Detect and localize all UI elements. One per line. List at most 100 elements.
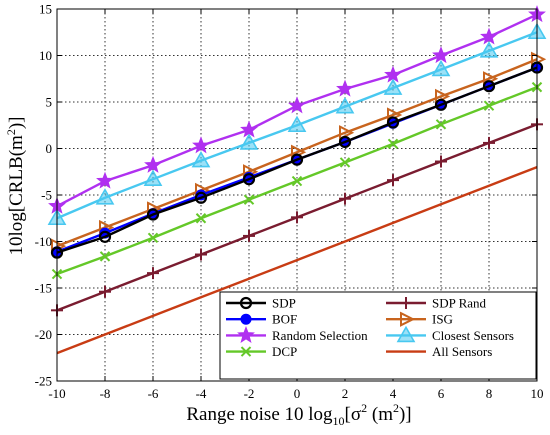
- legend-box: [219, 291, 537, 380]
- data-point-sdp: [98, 230, 112, 243]
- legend-entry-bof: BOF: [226, 312, 297, 327]
- data-point-random-selection: [432, 46, 450, 64]
- x-tick-label: 8: [486, 386, 493, 401]
- legend-entry-all-sensors: All Sensors: [386, 344, 492, 359]
- legend-label: SDP: [272, 296, 296, 311]
- y-tick-label: 15: [39, 2, 52, 17]
- x-tick-label: -2: [244, 386, 255, 401]
- data-point-random-selection: [480, 27, 498, 45]
- series-random-selection: [48, 5, 546, 214]
- legend-entry-sdp-rand: SDP Rand: [386, 296, 487, 311]
- x-tick-label: 6: [438, 386, 445, 401]
- data-point-closest-sensors: [143, 169, 163, 186]
- series-layer: [47, 5, 547, 355]
- x-tick-label: -10: [48, 386, 65, 401]
- y-tick-label: -5: [41, 188, 52, 203]
- data-point-sdp-rand: [387, 174, 399, 187]
- x-tick-label: 10: [531, 386, 544, 401]
- data-point-dcp: [291, 175, 303, 187]
- legend: SDP SDP Rand BOF ISG Random Selection Closest…: [219, 291, 537, 380]
- data-point-sdp: [146, 208, 160, 221]
- data-point-random-selection: [336, 79, 354, 97]
- y-tick-label: 5: [46, 95, 53, 110]
- y-tick-label: 10: [39, 48, 52, 63]
- legend-swatch-marker: [240, 346, 252, 357]
- data-point-dcp: [99, 251, 111, 262]
- data-point-sdp: [290, 153, 304, 166]
- data-point-closest-sensors: [479, 41, 499, 58]
- y-tick-label: -10: [35, 234, 52, 249]
- data-point-isg: [339, 125, 355, 141]
- data-point-sdp: [338, 135, 352, 149]
- series-line-sdp: [56, 66, 538, 254]
- data-point-closest-sensors: [287, 115, 307, 133]
- y-tick-label: 0: [46, 141, 53, 156]
- data-point-random-selection: [384, 65, 402, 83]
- legend-label: Random Selection: [272, 328, 368, 343]
- legend-label: All Sensors: [432, 344, 492, 359]
- data-point-sdp: [386, 116, 400, 129]
- data-point-sdp-rand: [339, 192, 351, 205]
- legend-label: DCP: [272, 344, 297, 359]
- data-point-dcp: [435, 119, 447, 130]
- data-point-dcp: [243, 194, 255, 205]
- data-point-dcp: [195, 213, 207, 224]
- data-point-random-selection: [96, 171, 114, 189]
- legend-entry-closest-sensors: Closest Sensors: [386, 325, 514, 343]
- series-line-all-sensors: [56, 165, 538, 355]
- legend-label: BOF: [272, 312, 297, 327]
- data-point-sdp: [194, 191, 208, 204]
- legend-swatch-marker: [240, 313, 252, 325]
- series-closest-sensors: [47, 22, 547, 226]
- data-point-sdp: [482, 80, 496, 93]
- data-point-sdp-rand: [483, 136, 495, 149]
- data-point-sdp: [434, 98, 448, 111]
- legend-label: Closest Sensors: [432, 328, 514, 343]
- x-tick-label: -6: [148, 386, 159, 401]
- data-point-sdp-rand: [147, 267, 159, 280]
- legend-entry-dcp: DCP: [226, 344, 297, 359]
- y-tick-label: -15: [35, 281, 52, 296]
- data-point-sdp-rand: [291, 211, 303, 224]
- legend-label: SDP Rand: [432, 296, 487, 311]
- data-point-sdp-rand: [243, 229, 255, 242]
- data-point-random-selection: [192, 136, 210, 154]
- x-tick-label: 4: [390, 386, 397, 401]
- series-dcp: [51, 81, 543, 280]
- x-axis-label: Range noise 10 log10[σ2 (m2)]: [186, 401, 411, 428]
- data-point-closest-sensors: [383, 78, 403, 95]
- legend-swatch-marker: [400, 311, 416, 327]
- data-point-dcp: [483, 100, 495, 111]
- y-tick-label: -20: [35, 327, 52, 342]
- data-point-dcp: [387, 138, 399, 150]
- data-point-random-selection: [288, 96, 306, 114]
- y-tick-label: -25: [35, 374, 52, 389]
- data-point-sdp-rand: [435, 155, 447, 168]
- data-point-closest-sensors: [335, 97, 355, 114]
- data-point-sdp-rand: [195, 248, 207, 261]
- series-all-sensors: [56, 165, 538, 355]
- legend-swatch-marker: [400, 297, 412, 309]
- series-line-isg: [56, 58, 538, 248]
- x-tick-label: -8: [100, 386, 111, 401]
- legend-entry-isg: ISG: [386, 311, 453, 327]
- data-point-closest-sensors: [95, 188, 115, 205]
- legend-label: ISG: [432, 312, 453, 327]
- x-tick-label: 0: [294, 386, 301, 401]
- x-tick-label: -4: [196, 386, 207, 401]
- data-point-random-selection: [240, 120, 258, 138]
- data-point-sdp: [242, 173, 256, 186]
- data-point-closest-sensors: [239, 133, 259, 150]
- data-point-closest-sensors: [191, 150, 211, 168]
- legend-swatch-marker: [239, 296, 253, 310]
- y-axis-label: 10log[CRLB(m2)]: [4, 117, 27, 256]
- legend-swatch-marker: [237, 325, 255, 344]
- data-point-sdp-rand: [99, 285, 111, 298]
- data-point-dcp: [147, 232, 159, 243]
- data-point-dcp: [339, 157, 351, 168]
- legend-entry-random-selection: Random Selection: [226, 325, 368, 344]
- data-point-closest-sensors: [431, 59, 451, 77]
- legend-swatch-marker: [396, 325, 416, 343]
